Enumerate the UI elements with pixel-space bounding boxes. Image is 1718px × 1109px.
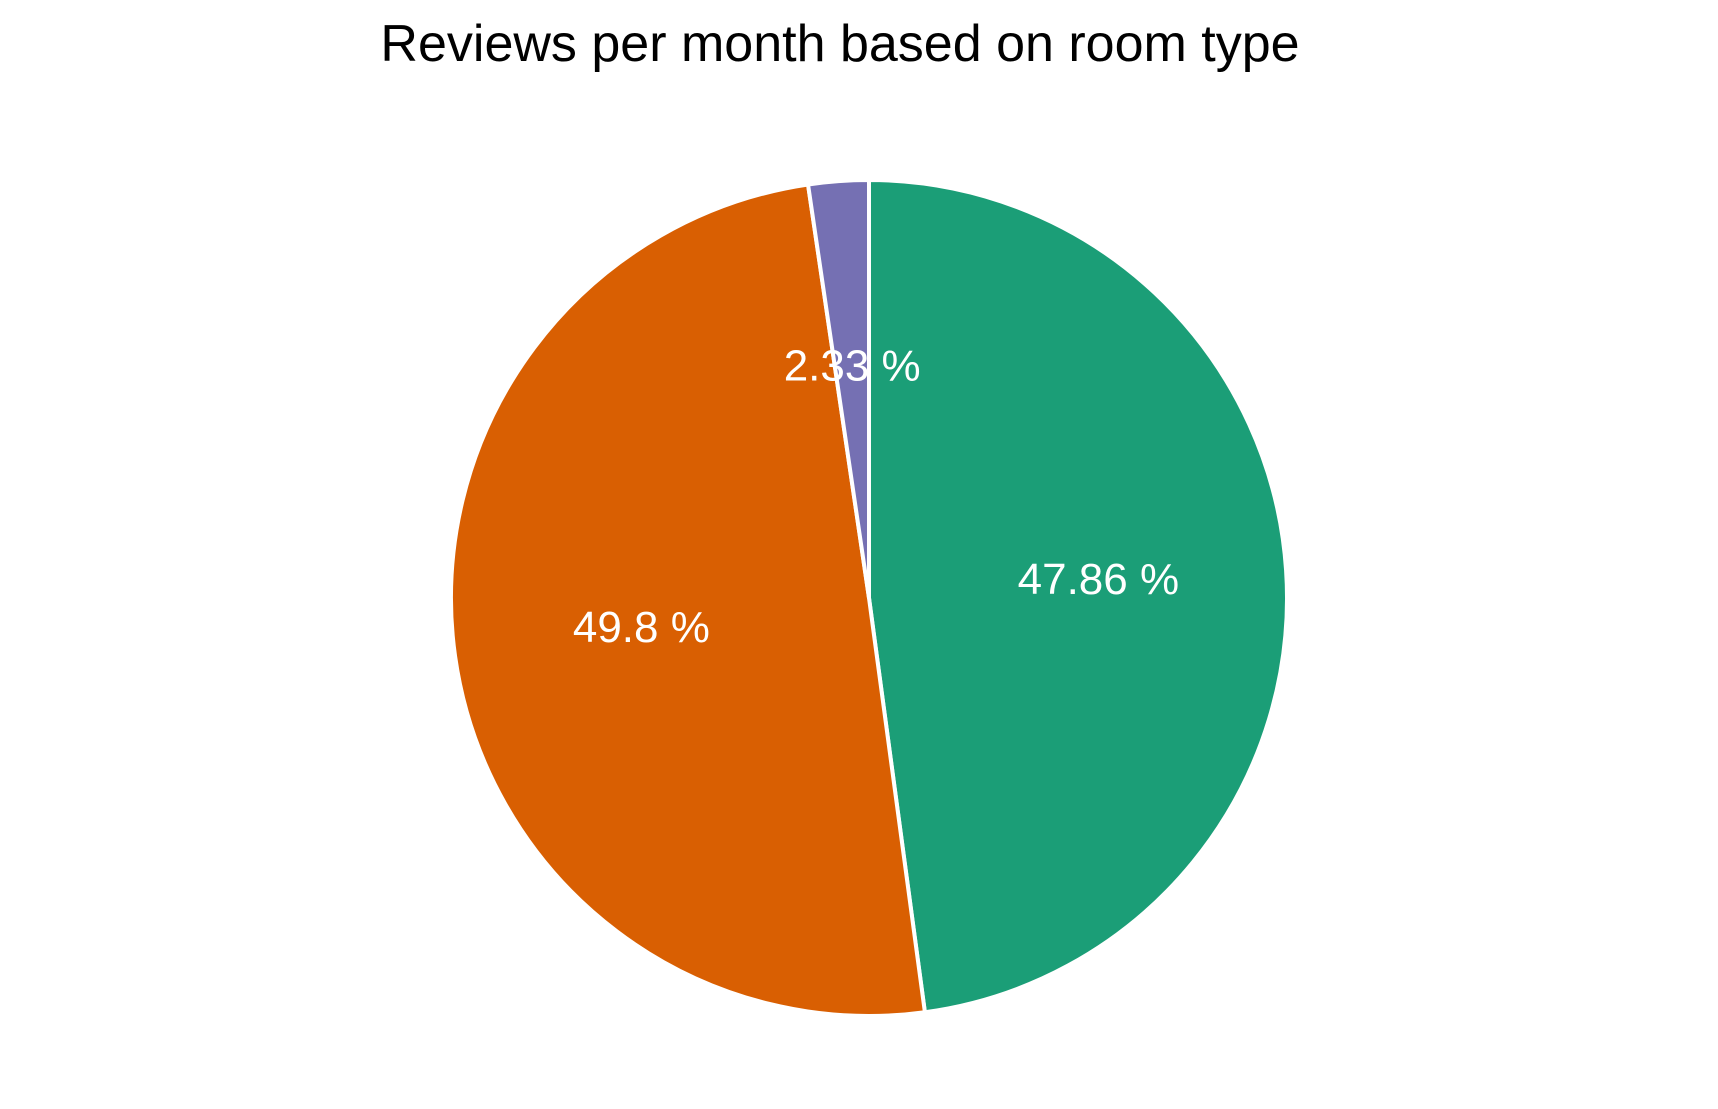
chart-title: Reviews per month based on room type [380, 15, 1300, 73]
pie-slice-label-2: 2.33 % [784, 341, 921, 390]
pie-slice-0 [867, 178, 1289, 1015]
pie-slice-labels: 47.86 % 49.8 % 2.33 % [573, 341, 1179, 651]
pie-slice-2 [806, 178, 871, 600]
pie-slice-label-1: 49.8 % [573, 603, 710, 652]
pie-slices [449, 178, 1289, 1018]
pie-slice-1 [449, 182, 927, 1018]
pie-slice-label-0: 47.86 % [1018, 555, 1179, 604]
